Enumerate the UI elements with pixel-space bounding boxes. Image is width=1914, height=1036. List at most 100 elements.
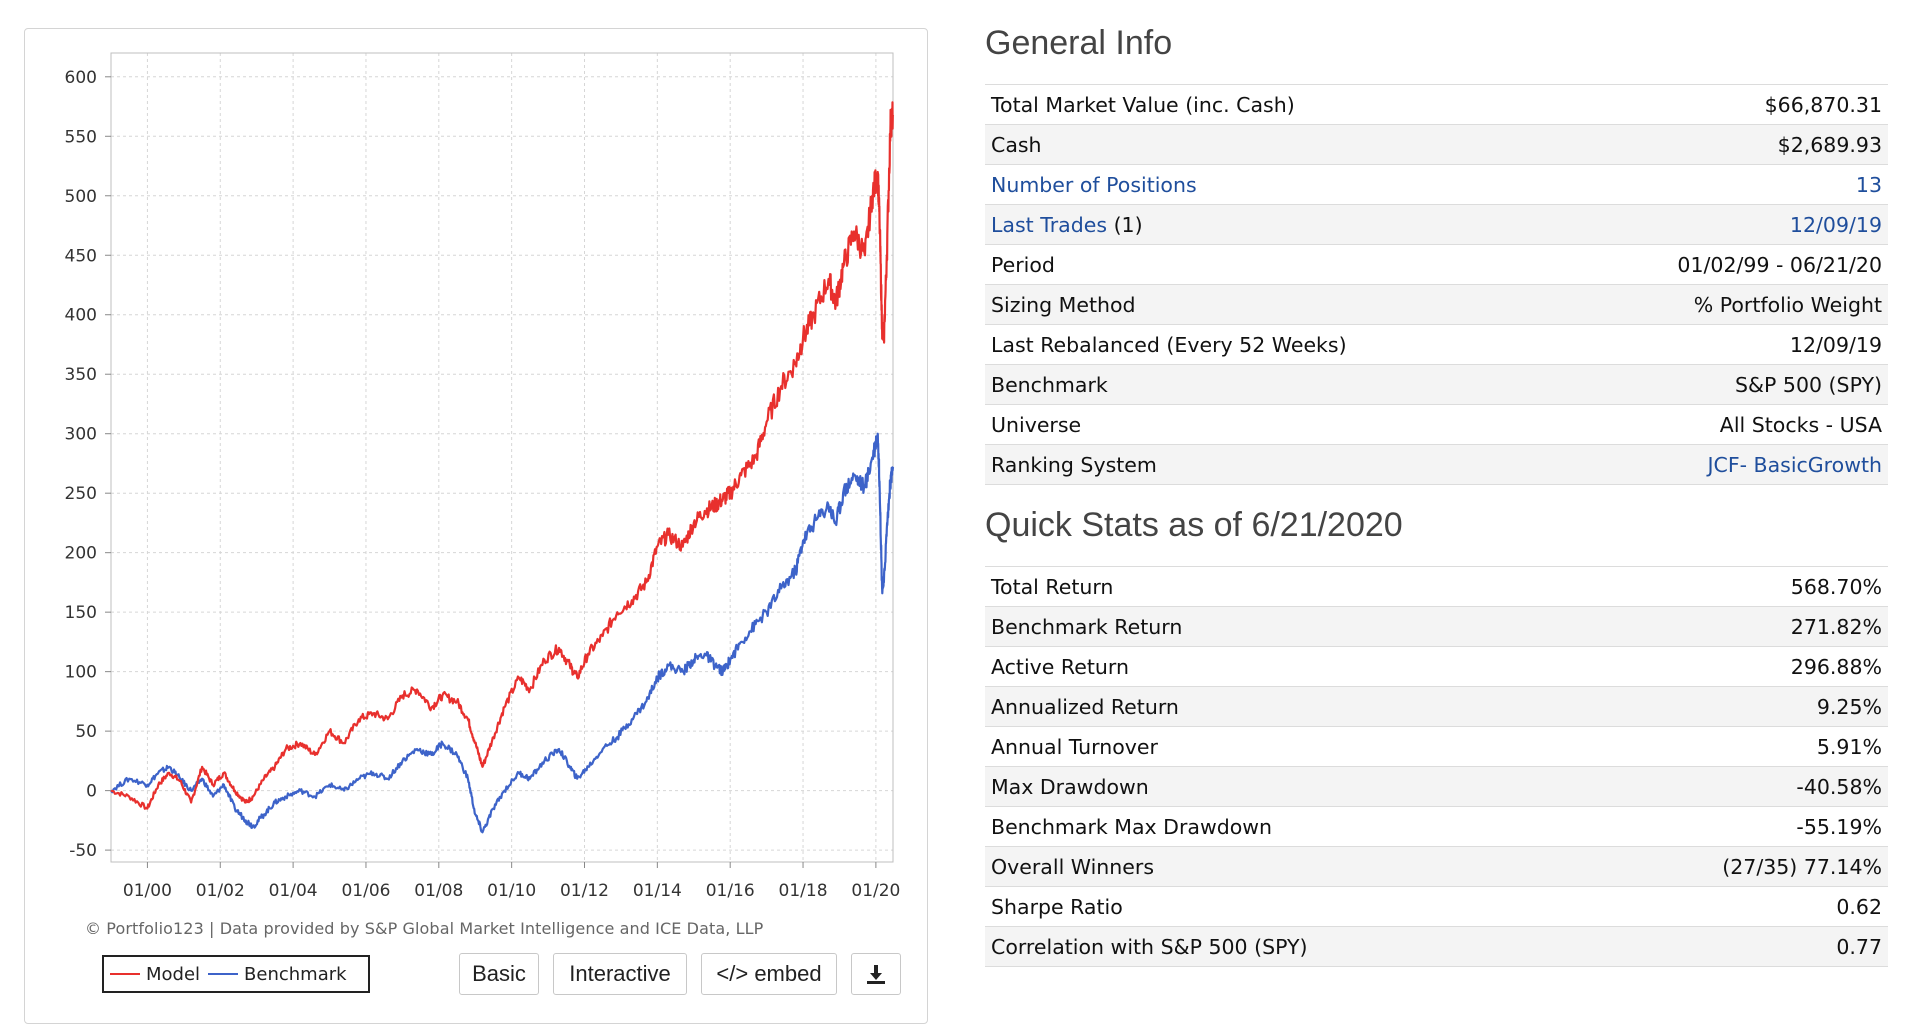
table-row: Overall Winners (27/35) 77.14% [985, 846, 1888, 887]
x-tick-label: 01/06 [341, 881, 390, 901]
legend-swatch-benchmark [208, 973, 239, 975]
x-tick-label: 01/04 [269, 881, 318, 901]
x-tick-label: 01/16 [706, 881, 755, 901]
y-tick-label: 400 [65, 306, 97, 326]
chart-series [110, 101, 895, 834]
benchmark-series-line [110, 432, 895, 834]
basic-chart-button[interactable]: Basic [459, 953, 539, 995]
x-tick-label: 01/14 [633, 881, 682, 901]
table-row: Benchmark Max Drawdown -55.19% [985, 806, 1888, 847]
y-tick-label: 100 [65, 663, 97, 683]
performance-chart: 600550500450400350300250200150100500-50 … [65, 52, 900, 901]
download-button[interactable] [851, 953, 901, 995]
number-of-positions-link[interactable]: Number of Positions [991, 172, 1197, 197]
table-row: Total Market Value (inc. Cash) $66,870.3… [985, 84, 1888, 125]
x-axis: 01/00 01/02 01/04 01/06 01/08 01/10 01/12 01/14… [123, 862, 900, 901]
row-value: 9.25% [1577, 686, 1888, 727]
table-row: Number of Positions 13 [985, 164, 1888, 205]
general-info-title: General Info [985, 24, 1173, 62]
legend-label-benchmark: Benchmark [244, 963, 347, 985]
row-label: Ranking System [985, 444, 1554, 485]
y-tick-label: 600 [65, 68, 97, 88]
legend-item-model[interactable]: Model [110, 964, 200, 985]
legend-item-benchmark[interactable]: Benchmark [208, 964, 347, 985]
y-tick-label: 200 [65, 544, 97, 564]
row-label: Last Rebalanced (Every 52 Weeks) [985, 324, 1554, 365]
quick-stats-table-wrap: Total Return 568.70% Benchmark Return 27… [985, 566, 1888, 967]
x-tick-label: 01/12 [560, 881, 609, 901]
row-value: 0.62 [1577, 886, 1888, 927]
y-tick-label: 500 [65, 187, 97, 207]
row-value: All Stocks - USA [1553, 404, 1888, 445]
table-row: Benchmark Return 271.82% [985, 606, 1888, 647]
x-tick-label: 01/20 [851, 881, 900, 901]
row-value: 5.91% [1577, 726, 1888, 767]
row-label: Benchmark Max Drawdown [985, 806, 1578, 847]
table-row: Cash $2,689.93 [985, 124, 1888, 165]
y-tick-label: 350 [65, 365, 97, 385]
row-label: Annualized Return [985, 686, 1578, 727]
row-label: Benchmark Return [985, 606, 1578, 647]
row-value: 296.88% [1577, 646, 1888, 687]
table-row: Sharpe Ratio 0.62 [985, 886, 1888, 927]
chart-panel: 600 550 500 450 400 350 300 250 200 150 100 50 0 -50 … [24, 28, 928, 1024]
row-label: Sharpe Ratio [985, 886, 1578, 927]
y-tick-label: 0 [86, 782, 97, 802]
chart-grid [111, 53, 893, 862]
table-row: Active Return 296.88% [985, 646, 1888, 687]
y-tick-label: 250 [65, 484, 97, 504]
last-trades-count: (1) [1113, 212, 1143, 237]
x-tick-label: 01/18 [779, 881, 828, 901]
general-info-table-wrap: Total Market Value (inc. Cash) $66,870.3… [985, 84, 1888, 485]
row-value: % Portfolio Weight [1553, 284, 1888, 325]
y-tick-label: -50 [69, 841, 97, 861]
row-value: 271.82% [1577, 606, 1888, 647]
table-row: Sizing Method % Portfolio Weight [985, 284, 1888, 325]
table-row: Benchmark S&P 500 (SPY) [985, 364, 1888, 405]
y-tick-label: 550 [65, 127, 97, 147]
download-icon [867, 965, 885, 984]
row-label: Sizing Method [985, 284, 1554, 325]
positions-count-link[interactable]: 13 [1855, 172, 1882, 197]
table-row: Max Drawdown -40.58% [985, 766, 1888, 807]
y-tick-label: 450 [65, 246, 97, 266]
row-value: $2,689.93 [1553, 124, 1888, 165]
row-label: Universe [985, 404, 1554, 445]
row-label: Overall Winners [985, 846, 1578, 887]
table-row: Annualized Return 9.25% [985, 686, 1888, 727]
data-credit: © Portfolio123 | Data provided by S&P Gl… [85, 919, 764, 938]
ranking-system-link[interactable]: JCF- BasicGrowth [1707, 452, 1882, 477]
row-value: S&P 500 (SPY) [1553, 364, 1888, 405]
x-tick-label: 01/08 [414, 881, 463, 901]
table-row: Annual Turnover 5.91% [985, 726, 1888, 767]
table-row: Last Trades (1) 12/09/19 [985, 204, 1888, 245]
table-row: Period 01/02/99 - 06/21/20 [985, 244, 1888, 285]
legend-label-model: Model [146, 963, 201, 985]
row-value: $66,870.31 [1553, 84, 1888, 125]
row-label: Cash [985, 124, 1554, 165]
row-value: 12/09/19 [1553, 324, 1888, 365]
chart-legend: Model Benchmark [102, 955, 370, 993]
model-series-line [110, 101, 895, 810]
row-label: Total Market Value (inc. Cash) [985, 84, 1554, 125]
table-row: Universe All Stocks - USA [985, 404, 1888, 445]
row-label: Active Return [985, 646, 1578, 687]
table-row: Last Rebalanced (Every 52 Weeks) 12/09/1… [985, 324, 1888, 365]
row-label: Correlation with S&P 500 (SPY) [985, 926, 1578, 967]
row-label: Period [985, 244, 1554, 285]
x-tick-label: 01/10 [487, 881, 536, 901]
row-label: Benchmark [985, 364, 1554, 405]
y-tick-label: 150 [65, 603, 97, 623]
embed-button[interactable]: </> embed [701, 953, 837, 995]
table-row: Correlation with S&P 500 (SPY) 0.77 [985, 926, 1888, 967]
row-label: Max Drawdown [985, 766, 1578, 807]
last-trades-date-link[interactable]: 12/09/19 [1789, 212, 1882, 237]
x-tick-label: 01/02 [196, 881, 245, 901]
general-info-table: Total Market Value (inc. Cash) $66,870.3… [985, 84, 1888, 485]
interactive-chart-button[interactable]: Interactive [553, 953, 687, 995]
y-tick-label: 300 [65, 425, 97, 445]
last-trades-link[interactable]: Last Trades [991, 212, 1108, 237]
table-row: Total Return 568.70% [985, 566, 1888, 607]
quick-stats-table: Total Return 568.70% Benchmark Return 27… [985, 566, 1888, 967]
x-tick-label: 01/00 [123, 881, 172, 901]
